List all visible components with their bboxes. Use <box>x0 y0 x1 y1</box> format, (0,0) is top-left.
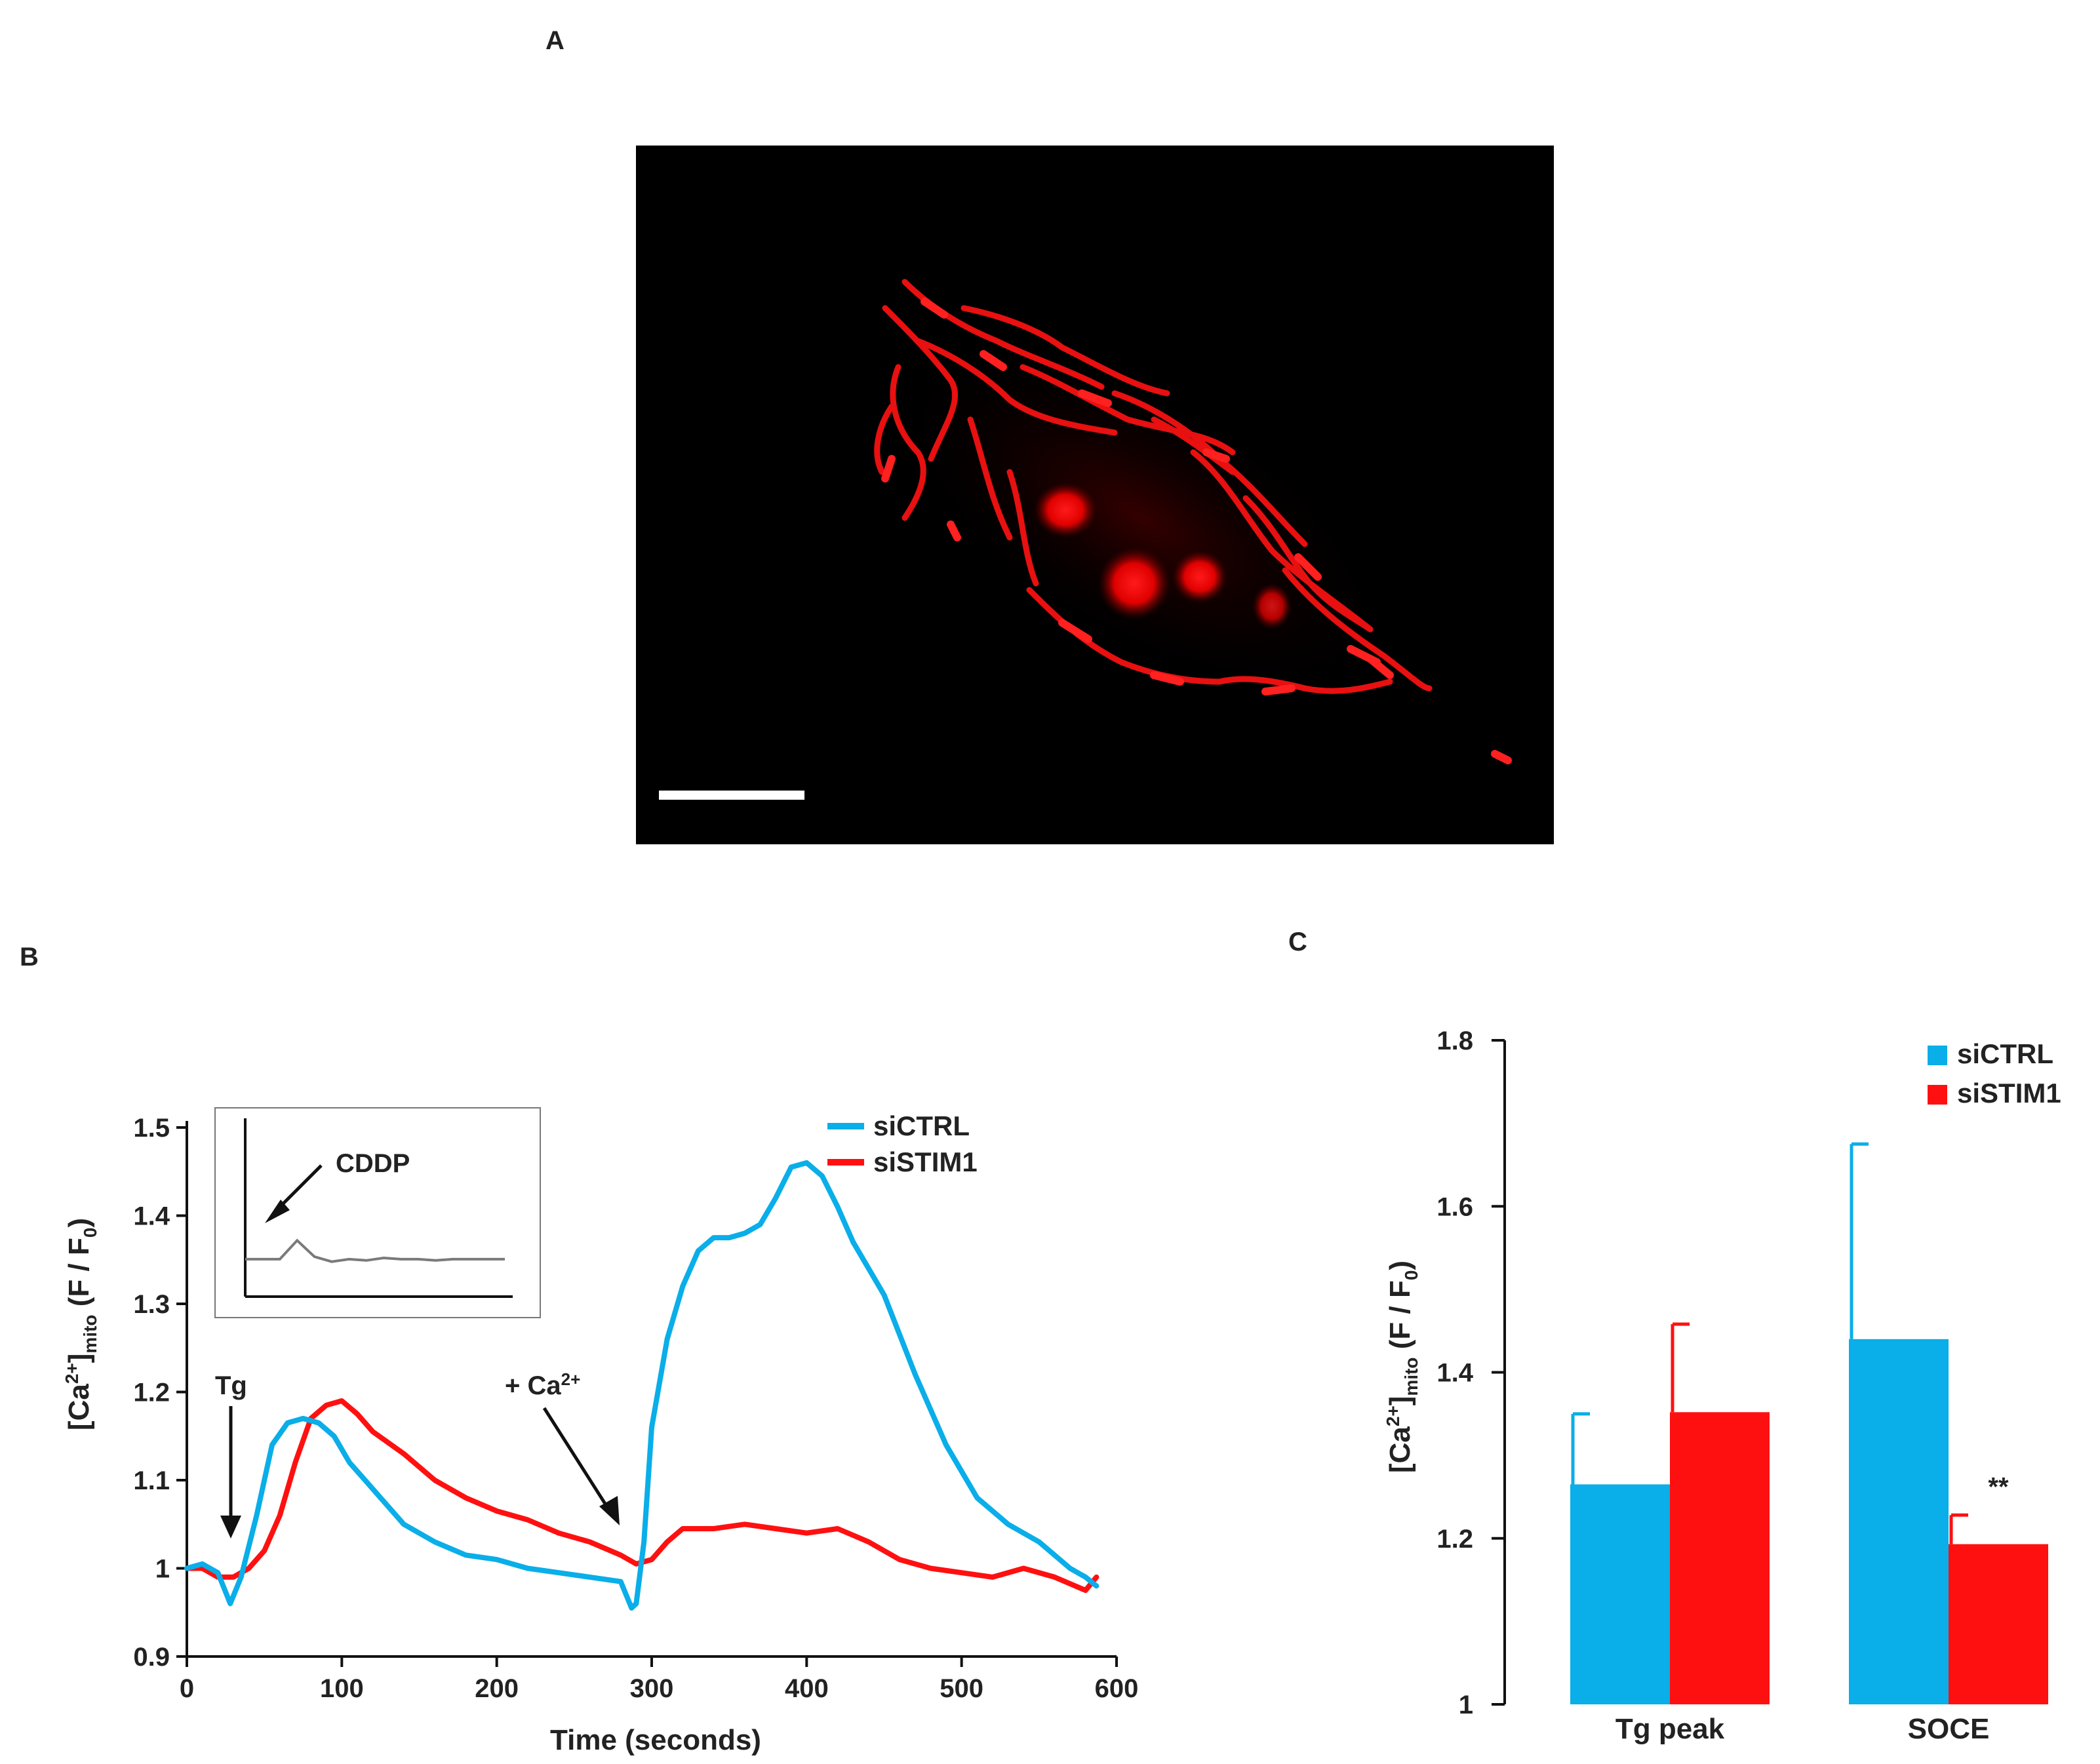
c-ylabel-sup: 2+ <box>1383 1405 1403 1426</box>
b-arrow-tg <box>220 1406 241 1539</box>
b-ylabel-sub: mito <box>80 1314 100 1353</box>
c-bar-sictrl-soce <box>1849 1339 1949 1704</box>
b-annotation-ca-text: + Ca <box>505 1371 561 1400</box>
scale-bar <box>659 791 804 800</box>
b-annotation-tg: Tg <box>215 1371 247 1400</box>
c-legend-swatch-sistim1 <box>1928 1085 1947 1105</box>
b-arrow-cddp <box>265 1164 323 1223</box>
c-bar-sistim1-tg-peak <box>1670 1412 1770 1704</box>
b-y-tick-label: 1.2 <box>133 1379 170 1407</box>
b-inset-trace <box>245 1238 505 1263</box>
b-series-line-sictrl <box>184 1160 1100 1611</box>
c-bar-sictrl-tg-peak <box>1570 1484 1670 1704</box>
mitochondria-fragments <box>881 298 1512 764</box>
b-legend-label-sistim1: siSTIM1 <box>873 1147 978 1177</box>
b-y-tick-label: 1.4 <box>133 1202 170 1231</box>
c-ylabel-end: ) <box>1384 1261 1416 1270</box>
b-ylabel-close: ] <box>63 1354 95 1363</box>
c-ylabel-sub0: 0 <box>1401 1270 1421 1281</box>
nucleolus <box>1252 583 1292 629</box>
b-inset: CDDP <box>214 1107 541 1318</box>
panel-label-b: B <box>20 943 39 971</box>
nucleolus <box>1034 482 1097 538</box>
b-inset-frame <box>214 1107 541 1318</box>
panel-label-c: C <box>1288 928 1307 956</box>
c-significance-marker: ** <box>1988 1472 2009 1501</box>
b-x-tick-label: 200 <box>475 1674 519 1703</box>
micrograph <box>636 146 1554 844</box>
b-ylabel-open: [Ca <box>63 1384 95 1430</box>
c-ylabel-sub: mito <box>1401 1357 1421 1396</box>
b-x-tick-label: 0 <box>180 1674 194 1703</box>
c-y-tick-label: 1.4 <box>1436 1359 1473 1388</box>
b-ylabel-sup: 2+ <box>62 1363 82 1384</box>
c-ylabel-open: [Ca <box>1384 1426 1416 1473</box>
c-legend: siCTRL siSTIM1 <box>1928 1038 2061 1108</box>
line-chart-b: 0.911.11.21.31.41.5 0 100 200 300 400 500 600 … <box>62 1107 1139 1756</box>
b-y-tick-label: 0.9 <box>133 1643 170 1672</box>
c-y-tick-label: 1.8 <box>1436 1027 1473 1055</box>
b-annotation-ca: + Ca2+ <box>505 1369 580 1400</box>
b-x-tick-label: 300 <box>630 1674 674 1703</box>
c-legend-label-sictrl: siCTRL <box>1957 1038 2053 1069</box>
bar-chart-c: 1 1.2 1.4 1.6 1.8 Tg peak SOCE [Ca2+]mito (F … <box>1383 1027 2061 1745</box>
c-y-tick-label: 1 <box>1459 1691 1473 1719</box>
c-ylabel-tail: (F / F <box>1384 1280 1416 1357</box>
c-y-tick-label: 1.6 <box>1436 1192 1473 1221</box>
b-y-tick-label: 1.1 <box>133 1466 170 1495</box>
mitochondria-network <box>874 279 1433 694</box>
b-y-tick-label: 1.3 <box>133 1290 170 1319</box>
b-y-tick-label: 1 <box>155 1555 170 1584</box>
b-x-tick-label: 400 <box>785 1674 829 1703</box>
b-x-tick-label: 100 <box>320 1674 364 1703</box>
c-bar-sistim1-soce <box>1949 1544 2048 1704</box>
b-ylabel-end: ) <box>63 1218 95 1228</box>
b-inset-annotation-cddp: CDDP <box>336 1149 410 1178</box>
b-x-tick-label: 600 <box>1095 1674 1139 1703</box>
b-arrow-ca <box>542 1407 620 1525</box>
c-x-category-label: Tg peak <box>1615 1713 1725 1745</box>
c-y-tick-label: 1.2 <box>1436 1525 1473 1554</box>
b-x-axis-title: Time (seconds) <box>550 1724 761 1756</box>
b-y-axis-title: [Ca2+]mito (F / F0) <box>62 1218 100 1430</box>
b-ylabel-tail: (F / F <box>63 1238 95 1314</box>
b-annotation-ca-sup: 2+ <box>561 1369 581 1389</box>
panel-label-a: A <box>545 26 565 55</box>
b-legend: siCTRL siSTIM1 <box>827 1110 978 1177</box>
nucleolus <box>1098 547 1170 619</box>
c-x-category-label: SOCE <box>1908 1713 1990 1745</box>
c-ylabel-close: ] <box>1384 1396 1416 1406</box>
c-legend-label-sistim1: siSTIM1 <box>1957 1078 2061 1108</box>
nucleolus <box>1172 551 1227 603</box>
c-y-axis-title: [Ca2+]mito (F / F0) <box>1383 1261 1421 1473</box>
b-ylabel-sub0: 0 <box>80 1228 100 1238</box>
b-legend-label-sictrl: siCTRL <box>873 1110 970 1141</box>
b-series-line-sistim1 <box>184 1398 1100 1594</box>
b-x-tick-label: 500 <box>940 1674 983 1703</box>
c-legend-swatch-sictrl <box>1928 1046 1947 1065</box>
b-y-tick-label: 1.5 <box>133 1114 170 1143</box>
